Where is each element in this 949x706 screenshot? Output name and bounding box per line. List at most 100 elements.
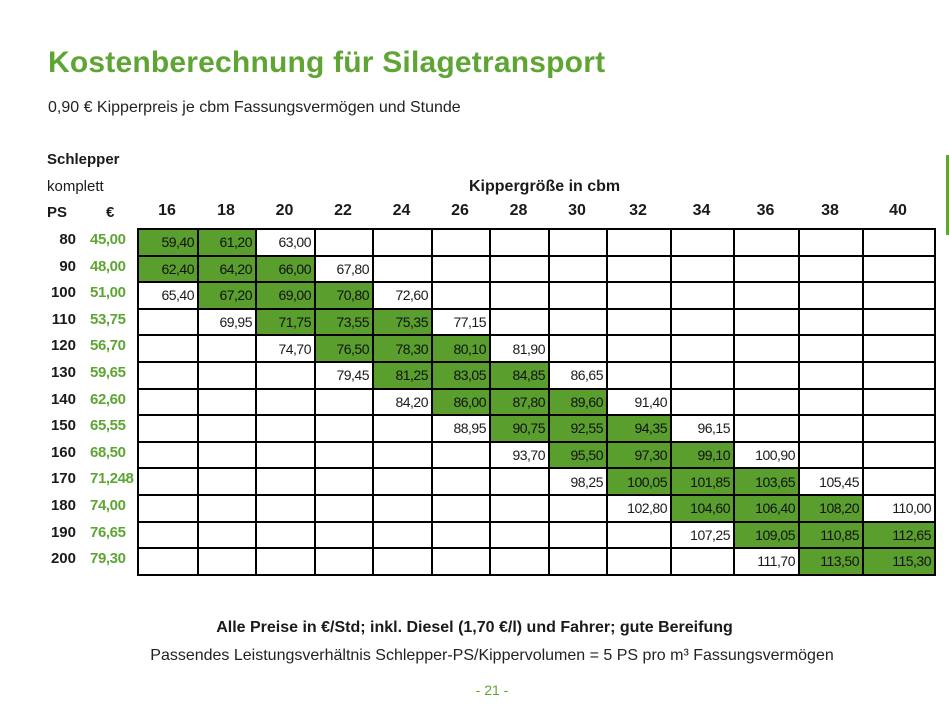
table-cell bbox=[548, 228, 608, 257]
column-header-22: 22 bbox=[334, 202, 352, 219]
row-label-ps: 150 bbox=[50, 417, 76, 435]
table-cell bbox=[862, 228, 936, 257]
row-label-ps: 130 bbox=[50, 364, 76, 381]
table-cell bbox=[670, 547, 735, 576]
table-cell bbox=[255, 360, 316, 390]
table-cell bbox=[137, 387, 199, 417]
table-cell bbox=[606, 547, 672, 576]
table-cell: 105,45 bbox=[798, 467, 864, 496]
column-header-38: 38 bbox=[821, 202, 839, 219]
column-header-20: 20 bbox=[275, 202, 294, 219]
header-schlepper: Schlepper bbox=[47, 151, 120, 168]
table-cell bbox=[670, 281, 735, 310]
table-cell: 103,65 bbox=[733, 467, 800, 496]
table-cell: 93,70 bbox=[489, 440, 550, 470]
header-ps: PS bbox=[47, 204, 68, 221]
column-header-24: 24 bbox=[392, 202, 411, 219]
table-cell: 112,65 bbox=[862, 520, 936, 550]
table-cell bbox=[606, 360, 672, 390]
table-cell bbox=[862, 467, 936, 496]
table-cell bbox=[197, 387, 257, 417]
table-cell bbox=[862, 281, 936, 310]
table-cell: 106,40 bbox=[733, 493, 800, 523]
table-cell bbox=[798, 334, 864, 363]
table-cell bbox=[548, 493, 608, 523]
row-label-ps: 160 bbox=[50, 443, 76, 461]
row-label-ps: 200 bbox=[50, 550, 76, 568]
row-label-euro: 65,55 bbox=[90, 417, 126, 435]
table-cell bbox=[798, 414, 864, 443]
table-cell: 89,60 bbox=[548, 387, 608, 417]
table-cell: 86,65 bbox=[548, 360, 608, 390]
row-label-euro: 79,30 bbox=[90, 550, 126, 568]
column-header-26: 26 bbox=[451, 202, 469, 219]
table-cell bbox=[548, 307, 608, 337]
table-cell bbox=[548, 281, 608, 310]
column-header-34: 34 bbox=[692, 202, 711, 219]
table-cell: 62,40 bbox=[137, 254, 199, 284]
table-cell bbox=[137, 520, 199, 550]
column-header-30: 30 bbox=[568, 202, 586, 219]
table-cell bbox=[431, 547, 491, 576]
table-cell bbox=[670, 360, 735, 390]
table-cell: 95,50 bbox=[548, 440, 608, 470]
table-cell: 75,35 bbox=[372, 307, 433, 337]
table-cell: 69,00 bbox=[255, 281, 316, 310]
table-cell: 81,25 bbox=[372, 360, 433, 390]
table-cell bbox=[798, 440, 864, 470]
page-title: Kostenberechnung für Silagetransport bbox=[48, 46, 606, 79]
table-cell bbox=[314, 228, 374, 257]
table-cell bbox=[606, 307, 672, 337]
header-euro: € bbox=[106, 204, 115, 221]
table-cell bbox=[314, 547, 374, 576]
table-cell bbox=[798, 254, 864, 284]
table-cell bbox=[372, 467, 433, 496]
table-cell bbox=[137, 334, 199, 363]
table-cell: 83,05 bbox=[431, 360, 491, 390]
table-cell bbox=[255, 520, 316, 550]
row-label-ps: 120 bbox=[50, 337, 76, 355]
column-header-32: 32 bbox=[629, 202, 647, 219]
table-cell: 80,10 bbox=[431, 334, 491, 363]
table-row: 102,80 104,60 106,40 108,20 110,00 bbox=[137, 493, 936, 523]
column-header-36: 36 bbox=[756, 202, 775, 219]
table-cell bbox=[670, 307, 735, 337]
header-kippergroesse: Kippergröße in cbm bbox=[469, 178, 621, 195]
table-cell bbox=[255, 547, 316, 576]
table-cell bbox=[489, 520, 550, 550]
table-cell bbox=[431, 281, 491, 310]
table-cell bbox=[255, 414, 316, 443]
table-cell bbox=[431, 467, 491, 496]
table-cell bbox=[489, 254, 550, 284]
row-label-euro: 76,65 bbox=[90, 523, 126, 541]
table-cell bbox=[733, 414, 800, 443]
table-cell: 104,60 bbox=[670, 493, 735, 523]
table-cell bbox=[197, 467, 257, 496]
table-cell: 109,05 bbox=[733, 520, 800, 550]
table-row: 79,45 81,25 83,05 84,85 86,65 bbox=[137, 360, 936, 390]
column-header-28: 28 bbox=[509, 202, 528, 219]
table-row: 65,40 67,20 69,00 70,80 72,60 bbox=[137, 281, 936, 310]
table-cell bbox=[733, 228, 800, 257]
table-cell bbox=[372, 414, 433, 443]
row-label-ps: 170 bbox=[50, 470, 76, 488]
table-cell bbox=[798, 360, 864, 390]
table-cell bbox=[431, 520, 491, 550]
table-row: 62,40 64,20 66,00 67,80 bbox=[137, 254, 936, 284]
row-label-ps: 140 bbox=[50, 390, 76, 408]
row-label-euro: 71,248 bbox=[90, 470, 134, 488]
row-label-euro: 74,00 bbox=[90, 497, 126, 514]
row-label-euro: 56,70 bbox=[90, 337, 126, 355]
table-cell bbox=[431, 493, 491, 523]
table-cell: 98,25 bbox=[548, 467, 608, 496]
table-cell bbox=[197, 440, 257, 470]
row-label-euro: 45,00 bbox=[90, 231, 126, 248]
table-cell bbox=[489, 547, 550, 576]
table-cell bbox=[255, 387, 316, 417]
table-cell: 102,80 bbox=[606, 493, 672, 523]
table-cell bbox=[372, 520, 433, 550]
row-label-ps: 80 bbox=[59, 231, 76, 248]
row-label-ps: 180 bbox=[50, 497, 76, 514]
table-cell bbox=[489, 307, 550, 337]
table-cell: 79,45 bbox=[314, 360, 374, 390]
